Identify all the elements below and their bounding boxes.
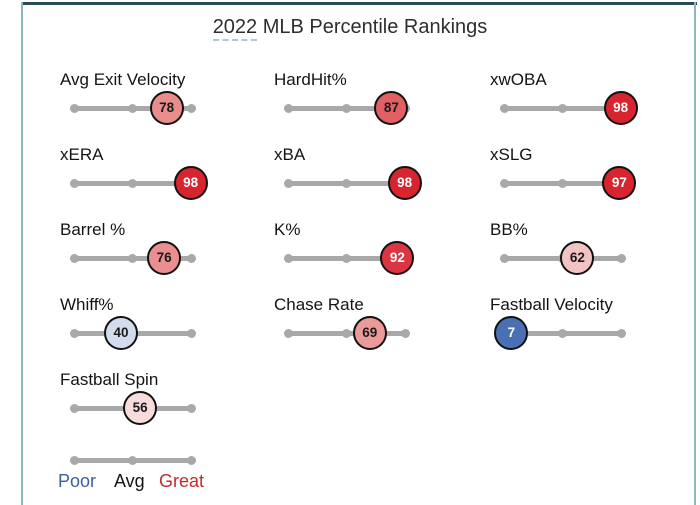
track-dot-right [617, 329, 626, 338]
stat-label: HardHit% [274, 70, 347, 89]
stat-label: xBA [274, 145, 306, 164]
percentile-bubble[interactable]: 92 [380, 241, 415, 275]
slider: 78 [70, 91, 196, 125]
percentile-bubble[interactable]: 76 [147, 241, 182, 275]
stat-label: Chase Rate [274, 295, 364, 314]
track-dot-right [617, 254, 626, 263]
legend-label-great: Great [159, 471, 205, 491]
track-dot-mid [558, 179, 567, 188]
track-dot-right [401, 329, 410, 338]
track-dot-left [500, 104, 509, 113]
legend-dot-mid [128, 456, 137, 465]
track-dot-mid [342, 104, 351, 113]
slider: 7 [494, 316, 626, 350]
stat-label: Avg Exit Velocity [60, 70, 186, 89]
stat-label: BB% [490, 220, 528, 239]
track-dot-left [70, 179, 79, 188]
slider: 69 [284, 316, 410, 350]
slider: 62 [500, 241, 626, 275]
slider: 76 [70, 241, 196, 275]
track-dot-left [70, 404, 79, 413]
track-dot-mid [128, 254, 137, 263]
page-title: 2022 MLB Percentile Rankings [0, 16, 700, 41]
stat-slider: HardHit% 87 [274, 70, 489, 145]
percentile-bubble[interactable]: 97 [602, 166, 637, 200]
track-dot-left [284, 254, 293, 263]
percentile-bubble[interactable]: 98 [387, 166, 422, 200]
track-dot-left [500, 179, 509, 188]
stat-label: Fastball Velocity [490, 295, 613, 314]
track-dot-mid [342, 254, 351, 263]
percentile-bubble[interactable]: 78 [149, 91, 184, 125]
slider: 40 [70, 316, 196, 350]
legend-label-avg: Avg [114, 471, 145, 491]
stat-slider: xwOBA 98 [490, 70, 700, 145]
stat-label: Whiff% [60, 295, 114, 314]
slider: 98 [500, 91, 638, 125]
stat-slider: Whiff% 40 [60, 295, 275, 370]
track-dot-left [70, 104, 79, 113]
stat-slider: Chase Rate 69 [274, 295, 489, 370]
stat-slider: xERA 98 [60, 145, 275, 220]
track-dot-right [187, 404, 196, 413]
track-dot-mid [342, 329, 351, 338]
slider: 98 [70, 166, 208, 200]
legend-slider [70, 443, 196, 477]
stat-label: Barrel % [60, 220, 126, 239]
stat-label: Fastball Spin [60, 370, 159, 389]
percentile-bubble[interactable]: 98 [603, 91, 638, 125]
stat-slider: xSLG 97 [490, 145, 700, 220]
track-dot-right [187, 254, 196, 263]
stat-slider: K% 92 [274, 220, 489, 295]
stat-slider: Fastball Velocity 7 [490, 295, 700, 370]
frame-border-left [21, 2, 23, 505]
frame-border-right [694, 2, 696, 505]
legend-dot-right [187, 456, 196, 465]
track-dot-mid [128, 104, 137, 113]
track-dot-mid [558, 329, 567, 338]
percentile-bubble[interactable]: 62 [560, 241, 595, 275]
stat-label: xERA [60, 145, 104, 164]
slider: 97 [500, 166, 637, 200]
stat-label: xSLG [490, 145, 533, 164]
slider: 87 [284, 91, 410, 125]
stat-slider: Fastball Spin 56 [60, 370, 275, 445]
frame-border-top [21, 2, 697, 5]
stat-label: K% [274, 220, 301, 239]
title-text: MLB Percentile Rankings [257, 16, 488, 38]
stat-label: xwOBA [490, 70, 547, 89]
title-year-selector[interactable]: 2022 [212, 16, 258, 41]
legend-label-poor: Poor [58, 471, 97, 491]
track-dot-mid [342, 179, 351, 188]
slider: 56 [70, 391, 196, 425]
track-dot-left [284, 104, 293, 113]
track-dot-left [70, 329, 79, 338]
track-dot-left [284, 329, 293, 338]
track-dot-right [187, 329, 196, 338]
track-dot-right [187, 104, 196, 113]
percentile-bubble[interactable]: 40 [104, 316, 138, 350]
stat-slider: BB% 62 [490, 220, 700, 295]
slider: 92 [284, 241, 415, 275]
track-dot-mid [558, 104, 567, 113]
percentile-bubble[interactable]: 87 [374, 91, 409, 125]
track-dot-left [500, 254, 509, 263]
track-dot-mid [128, 179, 137, 188]
stat-slider: Barrel % 76 [60, 220, 275, 295]
stat-slider: Avg Exit Velocity 78 [60, 70, 275, 145]
stat-slider: xBA 98 [274, 145, 489, 220]
percentile-bubble[interactable]: 56 [123, 391, 158, 425]
track-dot-left [284, 179, 293, 188]
legend-dot-left [70, 456, 79, 465]
percentile-bubble[interactable]: 98 [173, 166, 208, 200]
percentile-bubble[interactable]: 69 [352, 316, 387, 350]
slider: 98 [284, 166, 422, 200]
percentile-bubble[interactable]: 7 [494, 316, 529, 350]
track-dot-left [70, 254, 79, 263]
